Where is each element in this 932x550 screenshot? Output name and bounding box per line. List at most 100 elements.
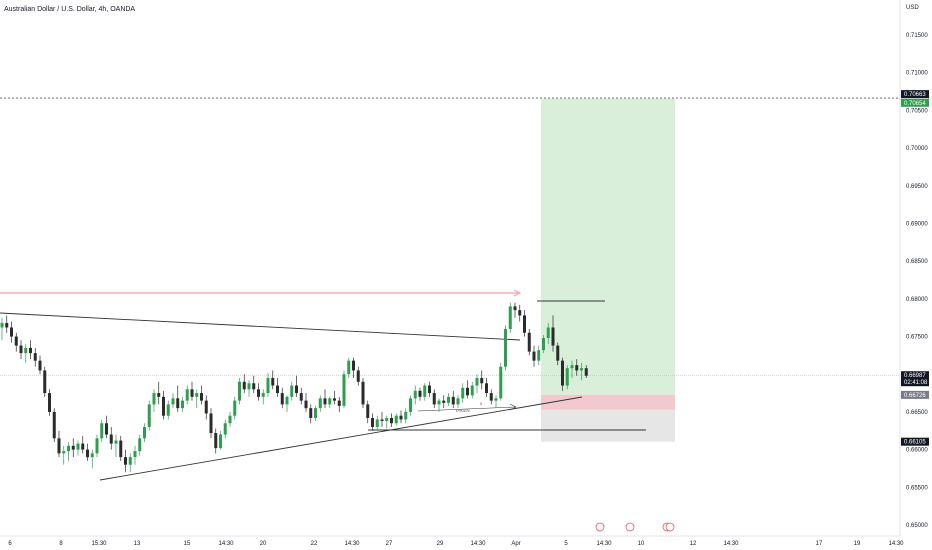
price-tag-label: 0.66987 [904, 373, 926, 379]
candle-body [418, 390, 422, 397]
time-tick-label: 14:30 [596, 541, 612, 547]
time-tick-label: 19 [854, 541, 861, 547]
price-tag-label: 0.66726 [904, 393, 926, 399]
candle-body [276, 385, 279, 394]
candle-body [437, 400, 441, 405]
trend-line[interactable] [417, 406, 516, 412]
candle-body [570, 365, 574, 369]
candle-body [238, 381, 241, 401]
candle-body [128, 457, 132, 465]
candle-body [166, 404, 170, 416]
candle-body [133, 451, 137, 458]
trend-line[interactable] [0, 312, 521, 341]
price-tick-label: 0.66500 [906, 410, 928, 416]
candle-body [200, 393, 203, 401]
candle-body [48, 393, 51, 412]
candle-body [14, 336, 18, 346]
candle-body [413, 390, 417, 399]
time-tick-label: 8 [59, 541, 63, 547]
candle-body [261, 393, 265, 397]
candle-body [565, 368, 569, 386]
candle-body [71, 445, 75, 450]
candle-body [76, 443, 80, 450]
time-tick-label: 14:30 [470, 541, 486, 547]
candle-body [52, 411, 56, 439]
time-tick-label: 14:30 [888, 541, 904, 547]
candle-body [556, 345, 560, 361]
time-tick-label: 12 [690, 541, 697, 547]
candle-body [575, 365, 579, 371]
time-tick-label: 14:30 [218, 541, 234, 547]
time-tick-label: Apr [511, 541, 520, 547]
price-tick-label: 0.70500 [906, 108, 928, 114]
time-tick-label: 20 [260, 541, 267, 547]
candle-body [532, 351, 536, 361]
candle-body [57, 438, 61, 454]
candle-body [5, 322, 9, 328]
candle-body [456, 398, 460, 405]
candle-body [513, 306, 517, 311]
candle-body [361, 381, 365, 405]
candle-body [10, 327, 13, 337]
candle-body [371, 417, 374, 427]
candle-body [546, 327, 550, 339]
time-axis: 6 8 15:30 13 15 14:30 20 22 14:30 27 29 14:30 Apr 5 14… [8, 541, 904, 547]
flag-icon[interactable] [625, 522, 635, 532]
candle-body [204, 400, 208, 414]
candle-body [375, 419, 379, 427]
candle-body [119, 440, 123, 458]
flag-icon[interactable] [665, 522, 675, 532]
time-tick-label: 27 [386, 541, 393, 547]
candle-body [185, 389, 189, 401]
time-tick-label: 6 [8, 541, 12, 547]
event-icons[interactable] [595, 522, 675, 532]
trend-line[interactable] [99, 396, 583, 481]
taken-label: TAKEN [455, 408, 470, 413]
candle-body [508, 306, 512, 330]
candle-body [423, 385, 427, 397]
candle-body [523, 315, 526, 333]
candle-body [233, 400, 237, 416]
time-tick-label: 5 [564, 541, 568, 547]
candle-body [162, 396, 165, 416]
price-tag [901, 98, 929, 107]
candle-body [33, 353, 37, 361]
candle-body [318, 398, 322, 409]
candle-body [409, 398, 412, 412]
time-tick-label: 13 [134, 541, 141, 547]
candle-body [257, 389, 260, 397]
time-tick-label: 10 [638, 541, 645, 547]
candle-body [518, 310, 522, 316]
candle-body [480, 378, 484, 384]
candle-body [466, 387, 469, 396]
candle-body [147, 404, 151, 428]
candle-body [171, 398, 175, 405]
candle-body [299, 393, 303, 401]
candle-body [404, 411, 408, 420]
price-tag-label: 0.70654 [904, 101, 926, 107]
candle-body [214, 433, 218, 449]
candle-body [271, 378, 275, 386]
candle-body [19, 345, 23, 354]
price-tick-label: 0.71500 [906, 33, 928, 39]
price-tag-label: 0.70663 [904, 92, 926, 98]
arrow-head-icon [509, 403, 517, 411]
time-tick-label: 29 [437, 541, 444, 547]
candle-body [266, 378, 270, 394]
candle-body [43, 370, 47, 394]
candle-body [152, 393, 156, 405]
candle-body [337, 400, 341, 406]
candle-body [461, 387, 465, 399]
candle-body [252, 383, 256, 390]
candle-body [228, 415, 232, 424]
flag-icon[interactable] [595, 522, 605, 532]
price-tick-label: 0.69500 [906, 184, 928, 190]
entry-zone [541, 394, 675, 410]
candle-body [494, 398, 498, 401]
time-tick-label: 15 [184, 541, 191, 547]
price-tick-label: 0.71000 [906, 71, 928, 77]
candle-body [399, 415, 403, 420]
candle-body [475, 378, 479, 386]
candle-body [352, 360, 355, 371]
candle-body [485, 383, 488, 394]
